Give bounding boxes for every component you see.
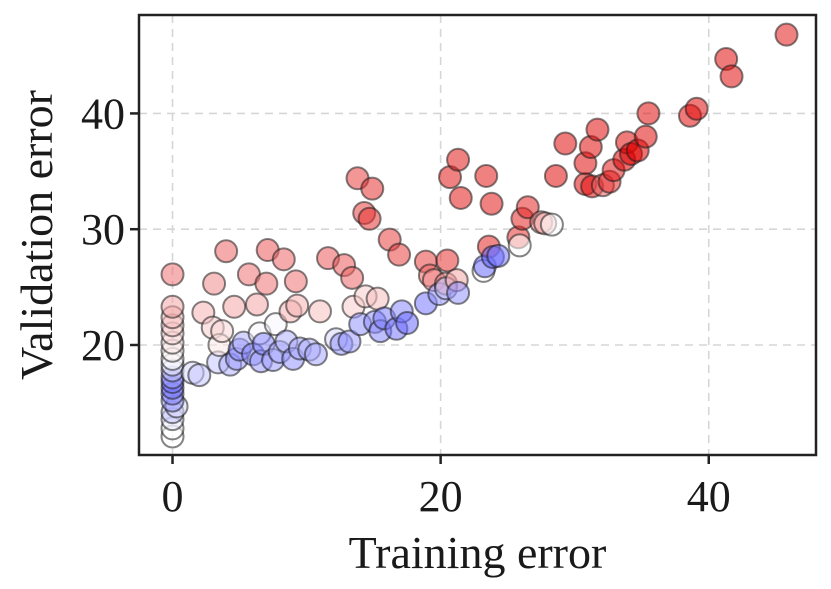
grid-lines	[139, 15, 816, 455]
scatter-point	[719, 64, 744, 89]
scatter-point	[340, 265, 365, 290]
scatter-point	[285, 293, 310, 318]
scatter-point	[636, 101, 661, 126]
scatter-point	[283, 269, 308, 294]
x-tick-label: 0	[162, 472, 184, 521]
scatter-point	[446, 147, 471, 172]
scatter-point	[435, 248, 460, 273]
scatter-point	[254, 271, 279, 296]
scatter-point	[774, 22, 799, 47]
scatter-point	[553, 131, 578, 156]
scatter-point	[365, 286, 390, 311]
y-tick-label: 40	[81, 89, 125, 138]
scatter-point	[357, 206, 382, 231]
scatter-point	[214, 239, 239, 264]
plot-frame	[137, 13, 818, 457]
scatter-point	[387, 242, 412, 267]
scatter-point	[271, 247, 296, 272]
scatter-point	[303, 342, 328, 367]
scatter-point	[486, 243, 511, 268]
scatter-points	[160, 22, 799, 449]
y-axis-ticks: 20 30 40	[81, 89, 139, 370]
scatter-point	[187, 363, 212, 388]
scatter-point	[585, 117, 610, 142]
scatter-point	[684, 96, 709, 121]
scatter-point	[244, 292, 269, 317]
scatter-point	[507, 233, 532, 258]
scatter-point	[543, 163, 568, 188]
scatter-point	[202, 271, 227, 296]
scatter-point	[160, 262, 185, 287]
scatter-point	[395, 311, 420, 335]
x-axis-label: Training error	[349, 527, 607, 578]
scatter-point	[539, 212, 564, 237]
x-axis-ticks: 0 20 40	[162, 455, 731, 521]
y-tick-label: 30	[81, 205, 125, 254]
scatter-point	[479, 191, 504, 216]
scatter-point	[446, 280, 471, 305]
scatter-point	[515, 195, 540, 220]
y-tick-label: 20	[81, 321, 125, 370]
scatter-point	[160, 294, 185, 319]
x-tick-label: 40	[687, 472, 731, 521]
scatter-point	[633, 124, 658, 149]
scatter-point	[222, 294, 247, 319]
scatter-point	[337, 329, 362, 354]
x-tick-label: 20	[419, 472, 463, 521]
scatter-point	[448, 185, 473, 210]
scatter-point	[307, 299, 332, 324]
scatter-point	[474, 163, 499, 188]
scatter-point	[360, 176, 385, 201]
scatter-point	[210, 319, 235, 344]
y-axis-label: Validation error	[11, 90, 62, 380]
